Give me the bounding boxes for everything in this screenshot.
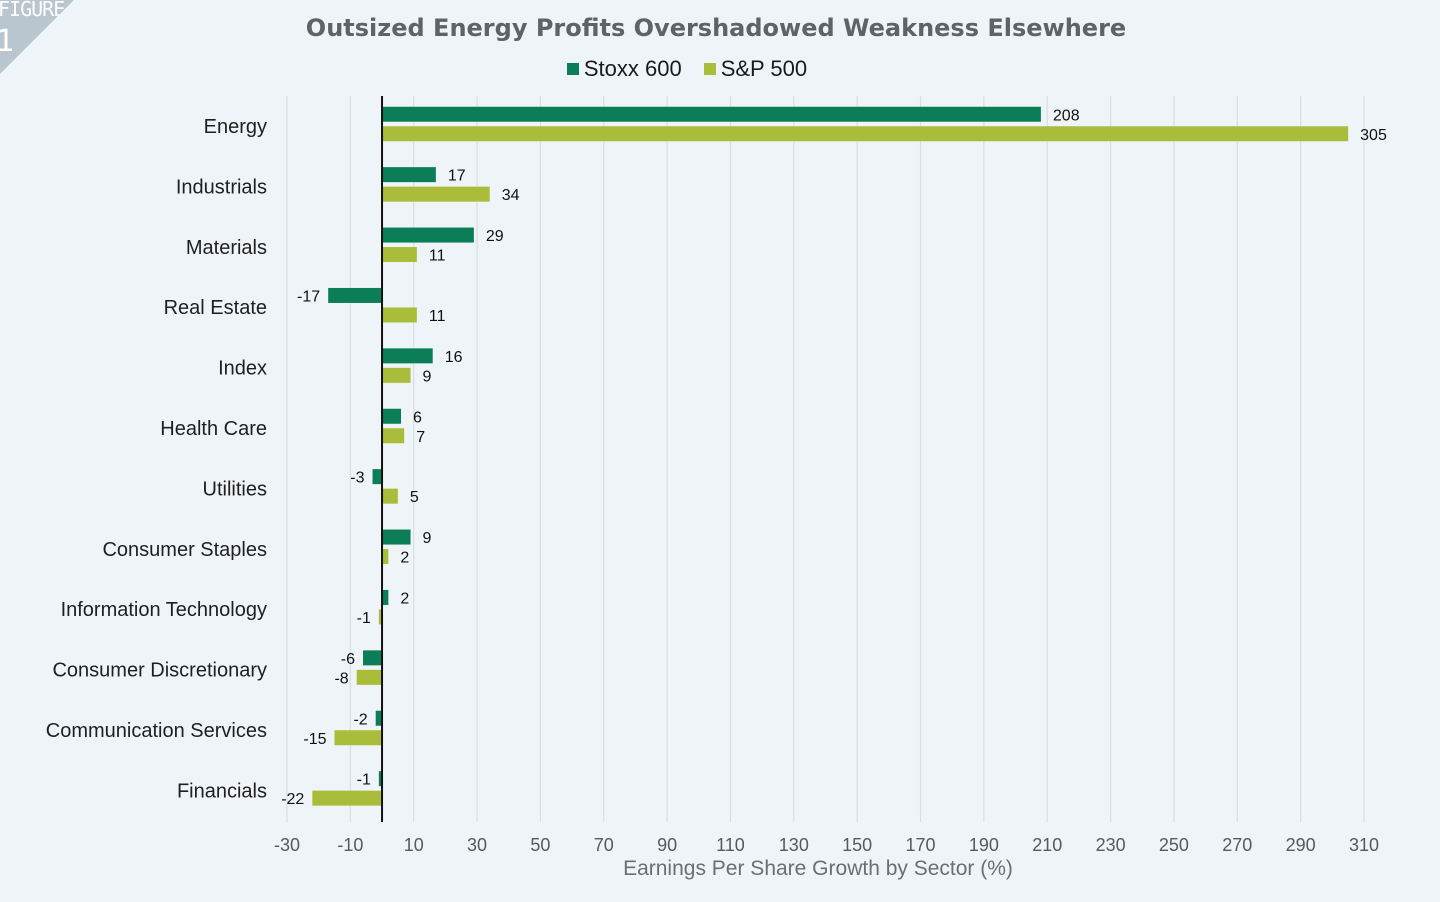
x-tick-label: 70 (594, 835, 614, 855)
category-label: Consumer Discretionary (52, 660, 267, 682)
bar-stoxx (375, 710, 383, 726)
bar-sp500 (378, 609, 383, 625)
data-label-sp500: 305 (1360, 127, 1387, 144)
data-label-sp500: 11 (429, 248, 446, 265)
x-tick-label: 170 (906, 835, 936, 855)
category-label: Health Care (160, 418, 267, 440)
category-label: Information Technology (61, 599, 267, 621)
bar-stoxx (382, 408, 402, 424)
bar-sp500 (382, 367, 411, 383)
data-label-sp500: -1 (357, 610, 371, 627)
chart-legend: Stoxx 600 S&P 500 (0, 56, 1374, 82)
chart-title: Outsized Energy Profits Overshadowed Wea… (305, 14, 1127, 42)
bar-stoxx (382, 106, 1041, 122)
data-label-sp500: -15 (303, 731, 326, 748)
data-label-sp500: 7 (416, 429, 425, 446)
x-tick-label: 250 (1159, 835, 1189, 855)
legend-label-sp500: S&P 500 (720, 56, 808, 81)
data-label-stoxx: 208 (1053, 107, 1080, 124)
bar-sp500 (382, 488, 398, 504)
data-label-stoxx: -6 (341, 651, 355, 668)
x-tick-label: -10 (337, 835, 363, 855)
x-tick-label: 30 (467, 835, 487, 855)
data-label-sp500: 5 (410, 489, 419, 506)
bar-sp500 (382, 428, 405, 444)
x-tick-label: 50 (530, 835, 550, 855)
legend-label-stoxx: Stoxx 600 (583, 56, 682, 81)
x-tick-label: 10 (404, 835, 424, 855)
x-tick-label: 310 (1349, 835, 1379, 855)
data-label-stoxx: 6 (413, 409, 422, 426)
data-label-stoxx: -2 (353, 711, 367, 728)
x-tick-label: 150 (842, 835, 872, 855)
bar-sp500 (312, 790, 383, 806)
category-label: Energy (204, 116, 267, 138)
data-label-stoxx: -3 (350, 470, 364, 487)
data-label-stoxx: 16 (445, 349, 463, 366)
category-label: Financials (177, 780, 267, 802)
bar-sp500 (382, 126, 1349, 142)
data-label-stoxx: 17 (448, 168, 466, 185)
x-tick-label: 130 (779, 835, 809, 855)
bar-stoxx (382, 167, 436, 183)
x-tick-label: -30 (274, 835, 300, 855)
x-tick-label: 270 (1222, 835, 1252, 855)
legend-item-sp500: S&P 500 (703, 56, 808, 82)
legend-swatch-stoxx (566, 63, 579, 75)
category-label: Materials (186, 237, 267, 259)
bar-sp500 (382, 186, 490, 202)
figure-badge-number: 1 (0, 24, 15, 59)
x-tick-label: 190 (969, 835, 999, 855)
category-label: Communication Services (46, 720, 267, 742)
x-tick-label: 110 (716, 835, 745, 855)
figure-badge-label: FIGURE (0, 0, 65, 21)
bar-stoxx (382, 348, 433, 364)
data-label-sp500: 9 (423, 368, 432, 385)
data-label-stoxx: -1 (357, 772, 371, 789)
legend-item-stoxx: Stoxx 600 (566, 56, 682, 82)
data-label-sp500: 34 (502, 187, 520, 204)
bar-stoxx (382, 227, 474, 243)
bar-stoxx (382, 589, 389, 605)
bar-stoxx (378, 771, 383, 787)
category-label: Real Estate (164, 297, 267, 319)
bar-stoxx (382, 529, 411, 545)
category-label: Consumer Staples (102, 539, 267, 561)
data-label-sp500: -8 (334, 670, 348, 687)
data-label-stoxx: 9 (423, 530, 432, 547)
data-label-stoxx: -17 (297, 288, 320, 305)
bar-sp500 (382, 549, 389, 565)
x-axis-title: Earnings Per Share Growth by Sector (%) (623, 857, 1013, 880)
bar-sp500 (382, 247, 417, 263)
category-label: Index (218, 358, 267, 380)
x-tick-label: 210 (1032, 835, 1062, 855)
x-tick-label: 290 (1286, 835, 1316, 855)
legend-swatch-sp500 (703, 63, 716, 75)
bar-sp500 (334, 730, 383, 746)
x-tick-label: 90 (657, 835, 677, 855)
data-label-stoxx: 2 (400, 590, 409, 607)
bar-stoxx (328, 287, 383, 303)
data-label-sp500: 2 (400, 550, 409, 567)
bar-stoxx (363, 650, 383, 666)
data-label-sp500: -22 (281, 791, 304, 808)
category-label: Utilities (203, 478, 267, 500)
data-label-sp500: 11 (429, 308, 446, 325)
data-label-stoxx: 29 (486, 228, 504, 245)
category-label: Industrials (176, 176, 267, 198)
bar-stoxx (372, 469, 383, 485)
bar-sp500 (356, 669, 383, 685)
x-tick-label: 230 (1096, 835, 1126, 855)
bar-sp500 (382, 307, 417, 323)
